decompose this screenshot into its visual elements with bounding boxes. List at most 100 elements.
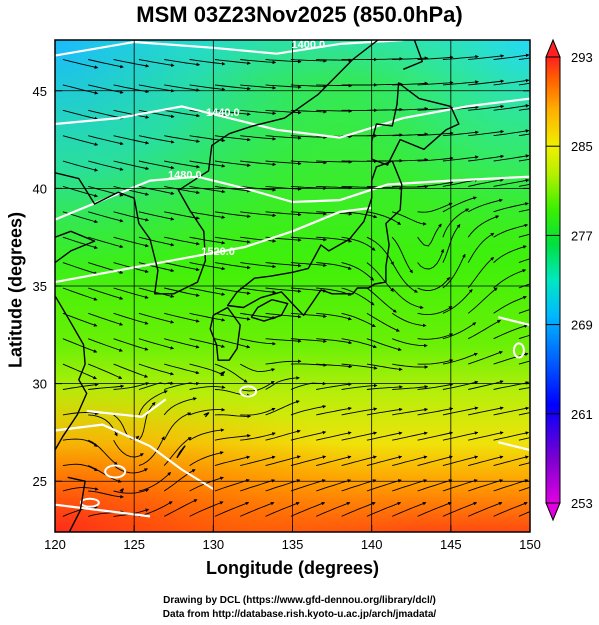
streamline	[138, 338, 175, 350]
streamline	[113, 338, 149, 351]
streamline	[113, 439, 144, 458]
streamline	[88, 384, 125, 390]
contour-label: 1480.0	[168, 170, 202, 182]
x-tick-label: 130	[202, 537, 224, 552]
streamline	[113, 160, 150, 171]
streamline	[88, 59, 124, 69]
streamline	[240, 160, 277, 167]
streamline	[164, 236, 200, 246]
streamline	[417, 407, 454, 416]
coastline	[371, 82, 460, 166]
colorbar-tick-label: 293	[571, 50, 593, 65]
streamline	[240, 211, 277, 218]
streamline	[493, 178, 530, 187]
streamline	[366, 363, 403, 372]
streamline	[468, 501, 503, 517]
streamline	[442, 208, 470, 238]
geopotential-contours	[55, 40, 530, 518]
streamline	[316, 382, 352, 390]
streamline	[214, 434, 251, 441]
streamline	[392, 407, 428, 416]
streamline	[442, 380, 479, 390]
streamline	[189, 476, 224, 492]
streamline	[366, 407, 403, 416]
streamline	[189, 185, 226, 194]
streamline	[366, 211, 402, 225]
streamline	[240, 501, 275, 517]
contour-loop	[512, 342, 525, 359]
streamline	[467, 198, 503, 213]
contour-line	[86, 398, 167, 418]
y-tick-label: 30	[33, 377, 47, 392]
streamline	[518, 334, 530, 340]
streamline	[113, 287, 149, 299]
streamline	[265, 400, 300, 416]
streamline	[316, 83, 353, 88]
streamline	[113, 236, 149, 248]
streamline	[164, 84, 200, 92]
streamline	[240, 287, 277, 294]
colorbar: 293 285 277 269 261 253	[545, 38, 593, 522]
streamline	[214, 84, 251, 91]
coastline	[176, 445, 186, 459]
streamline	[62, 160, 99, 172]
streamline	[240, 84, 277, 90]
y-axis-ticks: 25 30 35 40 45	[33, 84, 530, 489]
streamline	[442, 253, 466, 289]
streamline	[467, 256, 495, 289]
streamline	[290, 160, 327, 165]
streamline	[290, 59, 327, 63]
coastline	[55, 230, 96, 264]
streamline	[392, 455, 428, 467]
streamline	[417, 202, 453, 213]
credit-drawing: Drawing by DCL (https://www.gfd-dennou.o…	[163, 595, 436, 606]
colorbar-tick-label: 277	[571, 228, 593, 243]
streamline	[240, 455, 276, 467]
streamline	[88, 287, 124, 300]
streamline	[164, 185, 200, 195]
streamline	[138, 59, 175, 67]
coastline	[209, 306, 241, 361]
streamline	[366, 479, 402, 492]
coastline	[55, 295, 88, 451]
streamline	[62, 411, 99, 416]
streamline	[113, 488, 150, 494]
streamline	[214, 312, 251, 321]
streamline	[391, 312, 427, 328]
streamline	[138, 436, 165, 467]
streamline	[341, 431, 378, 441]
streamline	[240, 262, 277, 269]
coastline	[55, 40, 379, 295]
contour-loop	[79, 497, 100, 508]
streamline	[113, 465, 148, 474]
streamline	[265, 211, 302, 217]
streamline	[163, 412, 192, 441]
streamline	[189, 312, 226, 322]
streamline	[417, 223, 442, 247]
streamline	[493, 324, 528, 340]
streamline	[265, 359, 302, 365]
streamline	[62, 236, 98, 249]
streamline	[113, 211, 149, 222]
streamline	[341, 236, 376, 251]
streamline	[493, 223, 529, 238]
streamline	[316, 455, 352, 467]
coastlines	[55, 40, 460, 532]
streamline	[214, 363, 248, 383]
streamline	[138, 211, 175, 221]
streamline	[163, 397, 197, 416]
streamline	[240, 59, 277, 65]
streamline	[518, 258, 530, 264]
streamline	[442, 322, 477, 340]
streamline	[62, 438, 98, 447]
contour-line	[498, 316, 530, 327]
x-tick-label: 125	[123, 537, 145, 552]
streamline	[189, 501, 224, 517]
streamline	[493, 431, 530, 441]
streamline	[62, 84, 99, 95]
streamline	[214, 211, 251, 219]
streamline	[442, 178, 479, 187]
streamline	[214, 185, 251, 193]
streamline	[189, 451, 224, 466]
streamline	[518, 82, 530, 86]
